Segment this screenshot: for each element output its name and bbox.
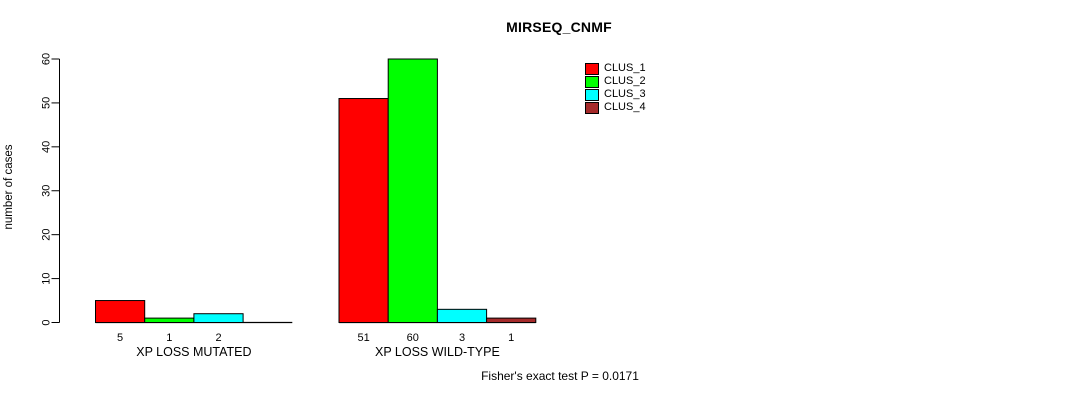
legend-swatch (585, 88, 599, 101)
bar-clus_2-1 (144, 317, 195, 324)
y-tick-label: 50 (41, 97, 53, 109)
y-axis-title: number of cases (3, 144, 15, 230)
legend-item: CLUS_4 (585, 101, 646, 114)
y-tick-label: 10 (41, 272, 53, 284)
bar-clus_2-2 (387, 58, 438, 323)
bar-value-label: 3 (459, 332, 465, 344)
legend: CLUS_1 CLUS_2 CLUS_3 CLUS_4 (585, 62, 646, 114)
bar-value-label: 51 (357, 332, 369, 344)
legend-label: CLUS_4 (604, 101, 646, 113)
y-tick-label: 60 (41, 53, 53, 65)
bar-value-label: 1 (508, 332, 514, 344)
legend-label: CLUS_3 (604, 88, 646, 100)
legend-item: CLUS_1 (585, 62, 646, 75)
bar-value-label: 1 (166, 332, 172, 344)
legend-item: CLUS_3 (585, 88, 646, 101)
y-tick-label: 40 (41, 141, 53, 153)
bar-clus_3-2 (436, 308, 488, 324)
bar-clus_4-2 (486, 317, 537, 324)
legend-label: CLUS_2 (604, 75, 646, 87)
bar-value-label: 60 (407, 332, 419, 344)
bar-clus_1-1 (95, 300, 146, 323)
bar-clus_3-1 (193, 313, 244, 324)
legend-swatch (585, 101, 599, 114)
bar-value-label: 2 (215, 332, 221, 344)
bar-clus_1-2 (338, 98, 389, 324)
y-tick-label: 0 (41, 319, 53, 325)
legend-item: CLUS_2 (585, 75, 646, 88)
y-tick-label: 30 (41, 185, 53, 197)
legend-label: CLUS_1 (604, 62, 646, 74)
legend-swatch (585, 62, 599, 75)
statistical-test-annotation: Fisher's exact test P = 0.0171 (481, 369, 639, 383)
x-group-label: XP LOSS MUTATED (136, 345, 251, 359)
x-group-label: XP LOSS WILD-TYPE (375, 345, 500, 359)
bar-value-label: 5 (117, 332, 123, 344)
y-tick-label: 20 (41, 229, 53, 241)
legend-swatch (585, 75, 599, 88)
chart-title: MIRSEQ_CNMF (506, 19, 612, 35)
